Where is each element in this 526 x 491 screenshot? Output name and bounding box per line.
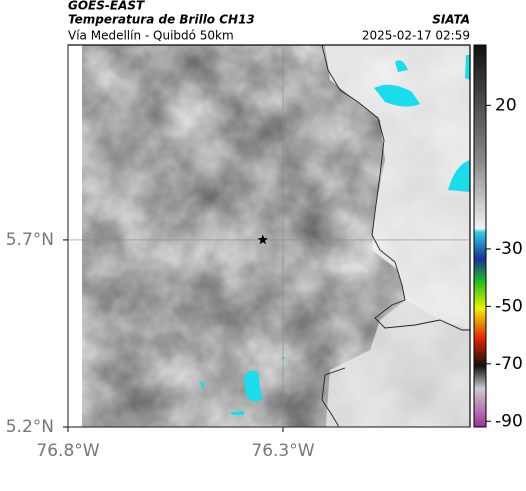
source: GOES-EAST (68, 0, 145, 13)
region: Vía Medellín - Quibdó 50km (68, 29, 234, 43)
colorbar-tick-label: -50 (495, 296, 523, 316)
x-tick-label: 76.8°W (36, 441, 99, 461)
colorbar-tick-label: -70 (495, 354, 523, 374)
colorbar (473, 44, 487, 428)
colorbar-tick-label: -30 (495, 239, 523, 259)
colorbar-tick-label: -90 (495, 411, 523, 431)
x-tick-label: 76.3°W (251, 441, 314, 461)
imagery (82, 45, 470, 427)
colorbar-tick-label: 20 (495, 95, 517, 115)
y-tick-label: 5.2°N (6, 417, 54, 437)
timestamp: 2025-02-17 02:59 (362, 29, 470, 43)
y-tick-label: 5.7°N (6, 230, 54, 250)
location-marker (257, 234, 268, 245)
agency: SIATA (432, 13, 470, 27)
product: Temperatura de Brillo CH13 (68, 13, 255, 27)
